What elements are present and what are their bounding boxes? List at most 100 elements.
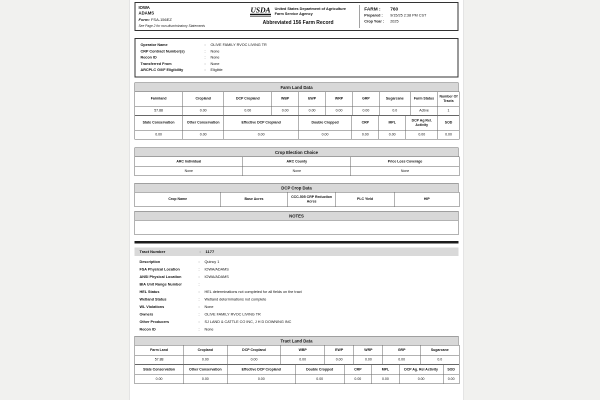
form-number-row: Form: FSA-156EZ	[139, 17, 237, 23]
column-header-cell: SOD	[437, 115, 460, 131]
field-colon: :	[198, 296, 200, 302]
column-header-cell: EWP	[324, 344, 355, 356]
value-cell: 0.00	[371, 374, 400, 384]
value-cell: 0.00	[324, 354, 355, 365]
dcp-crop-table: Crop Name Base Acres CCC-505 CRP Reduction…	[134, 191, 460, 207]
value-cell: 0.00	[442, 374, 460, 384]
field-colon: :	[198, 326, 200, 332]
field-value: IOWA/ADAMS	[204, 274, 229, 279]
column-header-cell: Farm Land	[134, 344, 184, 356]
field-label: Transferred From	[140, 61, 172, 66]
value-cell: 0.00	[298, 105, 326, 116]
column-header-cell: MPL	[378, 115, 406, 131]
tract-land-table-1: Farm Land Cropland DCP Cropland WBP EWP WRP GR…	[134, 344, 460, 365]
column-header-cell: Sugarcane	[379, 91, 411, 107]
value-cell: 0.00	[398, 374, 444, 384]
table-row: ARC Individual ARC County Price Loss Cover…	[134, 156, 460, 167]
field-colon: :	[198, 274, 200, 279]
tract-detail-fields: Description: Quincy 1 FSA Physical Locatio…	[135, 258, 459, 333]
field-row: FSA Physical Location: IOWA/ADAMS	[140, 265, 459, 273]
column-header-cell: PLC Yield	[335, 191, 395, 207]
field-label: HEL Status	[139, 289, 160, 294]
field-row: Other Producers: SJ LAND & CATTLE CO INC,…	[140, 318, 459, 326]
field-row: HEL Status: HEL determinations not comple…	[140, 288, 459, 296]
farm-number-row: FARM : 760	[364, 6, 454, 13]
operator-info-box: Operator Name: OLIVE FAMILY RVOC LIVING T…	[134, 38, 459, 78]
field-row: ARCPLC G/I/F Eligibility: Eligible	[141, 67, 455, 73]
field-colon: :	[204, 55, 206, 60]
tract-number-label: Tract Number	[139, 249, 166, 254]
field-colon: :	[204, 48, 206, 54]
field-label: WL Violations	[139, 304, 165, 309]
field-label: Recon ID	[139, 326, 156, 332]
column-header-cell: HIP	[394, 191, 460, 207]
tract-number-value: 1177	[205, 249, 215, 254]
column-header-cell: CRP	[351, 115, 379, 131]
column-header-cell: Price Loss Coverage	[350, 156, 460, 167]
column-header-cell: GRP	[352, 91, 380, 107]
tract-number-bar: Tract Number : 1177	[134, 247, 459, 256]
field-label: ANSI Physical Location	[139, 274, 182, 279]
value-cell: Active	[409, 105, 439, 116]
table-row: State Conservation Other Conservation Effe…	[134, 115, 460, 131]
value-cell: 57.88	[134, 105, 183, 116]
table-row: Crop Name Base Acres CCC-505 CRP Reduction…	[134, 191, 460, 207]
column-header-cell: SOD	[442, 364, 460, 375]
field-value: OLIVE FAMILY RVOC LIVING TR	[204, 311, 261, 317]
farm-land-data-title: Farm Land Data	[134, 82, 459, 92]
value-cell: 57.88	[134, 354, 184, 365]
field-label: Recon ID	[140, 55, 157, 60]
field-colon: :	[204, 67, 206, 73]
value-cell: 0.00	[134, 374, 184, 384]
farm-land-table-2: State Conservation Other Conservation Effe…	[134, 115, 460, 140]
section-divider	[134, 240, 459, 244]
field-label: CRP Contract Number(s)	[140, 48, 185, 54]
field-row: WL Violations: None	[140, 303, 459, 311]
field-value: HEL determinations not completed for all…	[204, 289, 302, 294]
field-value: None	[210, 48, 220, 54]
value-cell: 0.00	[226, 374, 296, 384]
farm-land-table-1: Farmland Cropland DCP Cropland WBP EWP WRP GRP…	[134, 91, 460, 116]
field-row: Description: Quincy 1	[140, 258, 459, 266]
crop-year-label: Crop Year :	[364, 19, 385, 24]
column-header-cell: Cropland	[182, 91, 225, 107]
state-name: IOWA	[138, 5, 150, 10]
field-label: BIA Unit Range Number	[139, 281, 182, 287]
value-cell: 0.00	[183, 374, 228, 384]
value-cell: 0.00	[226, 354, 282, 365]
field-row: CRP Contract Number(s): None	[141, 48, 455, 54]
tract-land-data-title: Tract Land Data	[134, 335, 459, 345]
document-title: Abbreviated 156 Farm Record	[262, 20, 334, 26]
table-row: 57.88 0.00 0.00 0.00 0.00 0.00 0.00 0.0	[134, 354, 460, 365]
column-header-cell: DCP Cropland	[223, 91, 272, 107]
prepared-label: Prepared :	[364, 13, 383, 18]
header-left: IOWA ADAMS Form: FSA-156EZ See Page 2 fo…	[139, 5, 237, 28]
value-cell: 0.00	[182, 105, 225, 116]
table-row: Farmland Cropland DCP Cropland WBP EWP WRP GRP…	[134, 91, 460, 107]
column-header-cell: Effective DCP Cropland	[223, 115, 299, 131]
value-cell: 0.00	[183, 354, 228, 365]
table-row: Farm Land Cropland DCP Cropland WBP EWP WRP GR…	[134, 344, 460, 356]
field-label: FSA Physical Location	[139, 266, 180, 272]
farm-number: 760	[390, 6, 399, 13]
value-cell: 0.0	[379, 105, 411, 116]
field-value: Quincy 1	[204, 259, 220, 264]
column-header-cell: Cropland	[183, 344, 228, 356]
crop-election-table: ARC Individual ARC County Price Loss Cover…	[134, 156, 460, 176]
tract-land-table-2: State Conservation Other Conservation Effe…	[134, 364, 460, 384]
field-value: Wetland determinations not complete	[204, 296, 267, 302]
document-header: IOWA ADAMS Form: FSA-156EZ See Page 2 fo…	[134, 2, 459, 31]
column-header-cell: DCP Ag Rel. Activity	[405, 115, 439, 131]
field-value: None	[210, 55, 220, 60]
field-row: ANSI Physical Location: IOWA/ADAMS	[140, 273, 459, 281]
notes-title: NOTES	[134, 210, 459, 220]
farm-label: FARM :	[364, 6, 381, 13]
value-cell: 0.00	[405, 129, 439, 140]
field-colon: :	[198, 311, 200, 317]
value-cell: None	[350, 166, 460, 176]
agency-line2: Farm Service Agency	[274, 11, 313, 16]
column-header-cell: State Conservation	[134, 364, 184, 375]
column-header-cell: Sugarcane	[420, 344, 460, 356]
column-header-cell: Other Conservation	[183, 364, 228, 375]
value-cell: 0.0	[420, 354, 460, 365]
